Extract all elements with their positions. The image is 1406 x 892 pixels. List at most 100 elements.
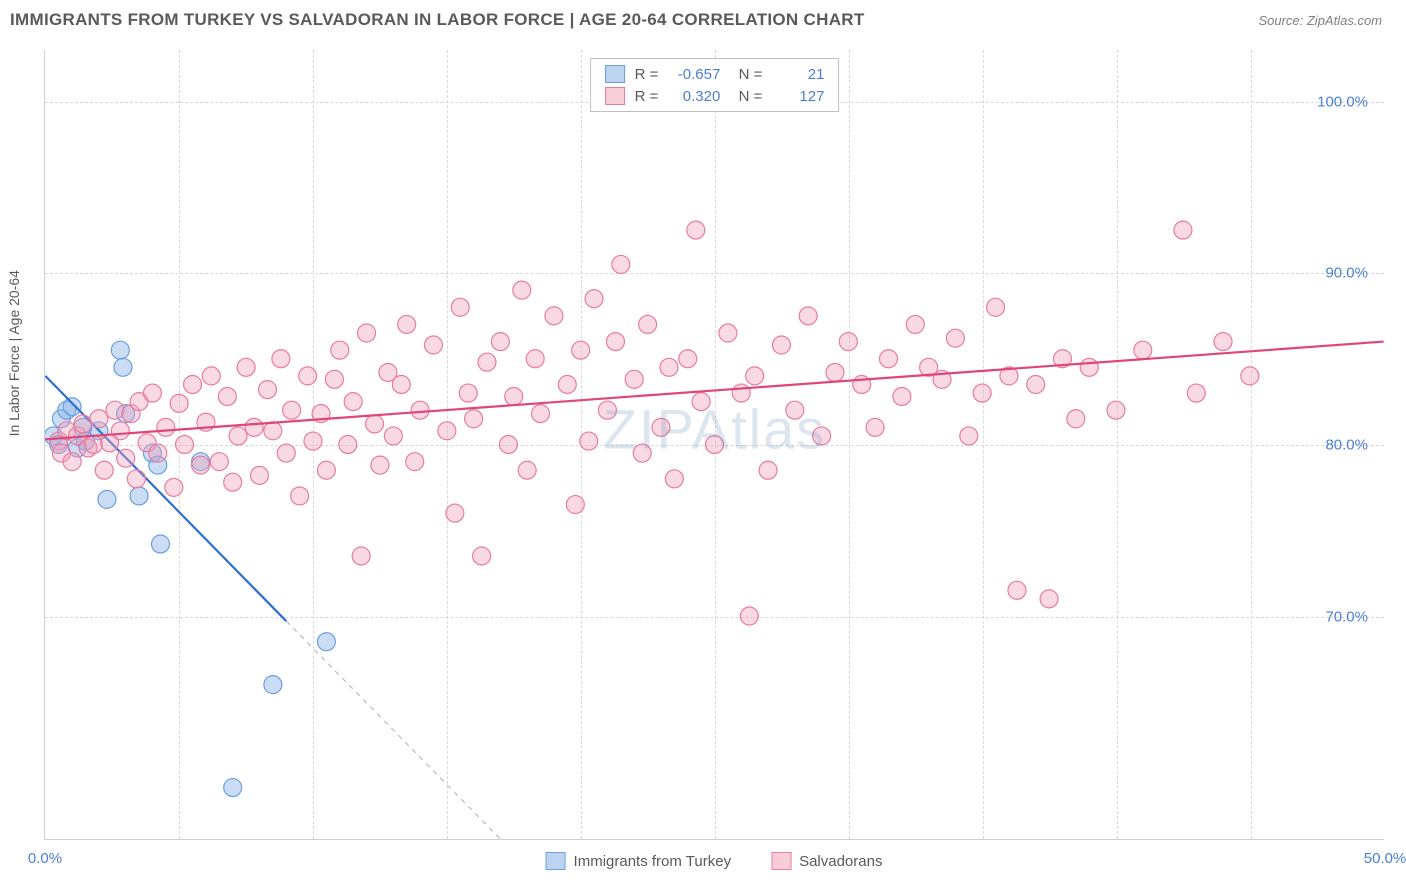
scatter-plot-svg [45, 50, 1384, 839]
data-point-salvadoran [106, 401, 124, 419]
data-point-turkey [317, 633, 335, 651]
data-point-salvadoran [518, 461, 536, 479]
data-point-salvadoran [127, 470, 145, 488]
data-point-salvadoran [74, 415, 92, 433]
data-point-salvadoran [893, 387, 911, 405]
data-point-salvadoran [277, 444, 295, 462]
data-point-salvadoran [406, 453, 424, 471]
data-point-salvadoran [633, 444, 651, 462]
data-point-salvadoran [946, 329, 964, 347]
data-point-salvadoran [478, 353, 496, 371]
data-point-salvadoran [331, 341, 349, 359]
chart-container: In Labor Force | Age 20-64 ZIPAtlas R = … [44, 50, 1384, 840]
data-point-salvadoran [371, 456, 389, 474]
swatch-turkey-bottom [546, 852, 566, 870]
data-point-salvadoran [392, 375, 410, 393]
data-point-salvadoran [505, 387, 523, 405]
data-point-turkey [63, 398, 81, 416]
data-point-salvadoran [566, 496, 584, 514]
data-point-turkey [130, 487, 148, 505]
stats-legend: R = -0.657 N = 21 R = 0.320 N = 127 [590, 58, 840, 112]
data-point-turkey [98, 490, 116, 508]
data-point-turkey [114, 358, 132, 376]
data-point-salvadoran [679, 350, 697, 368]
data-point-salvadoran [813, 427, 831, 445]
data-point-salvadoran [1214, 333, 1232, 351]
swatch-salvadoran [605, 87, 625, 105]
data-point-salvadoran [786, 401, 804, 419]
data-point-salvadoran [229, 427, 247, 445]
stats-row-salvadoran: R = 0.320 N = 127 [591, 85, 839, 107]
data-point-salvadoran [1134, 341, 1152, 359]
data-point-salvadoran [176, 436, 194, 454]
data-point-salvadoran [706, 436, 724, 454]
data-point-salvadoran [325, 370, 343, 388]
data-point-salvadoran [317, 461, 335, 479]
n-value-turkey: 21 [772, 66, 824, 83]
data-point-salvadoran [459, 384, 477, 402]
data-point-salvadoran [149, 444, 167, 462]
data-point-salvadoran [1067, 410, 1085, 428]
data-point-salvadoran [1008, 581, 1026, 599]
swatch-turkey [605, 65, 625, 83]
data-point-salvadoran [117, 449, 135, 467]
regression-line-turkey [45, 376, 286, 621]
data-point-salvadoran [839, 333, 857, 351]
data-point-salvadoran [184, 375, 202, 393]
data-point-salvadoran [411, 401, 429, 419]
data-point-salvadoran [143, 384, 161, 402]
data-point-salvadoran [580, 432, 598, 450]
data-point-salvadoran [218, 387, 236, 405]
data-point-salvadoran [224, 473, 242, 491]
data-point-salvadoran [1080, 358, 1098, 376]
regression-line-dashed-turkey [286, 621, 500, 839]
data-point-salvadoran [491, 333, 509, 351]
data-point-salvadoran [652, 418, 670, 436]
data-point-salvadoran [90, 410, 108, 428]
data-point-salvadoran [202, 367, 220, 385]
data-point-turkey [151, 535, 169, 553]
data-point-salvadoran [866, 418, 884, 436]
data-point-salvadoran [1107, 401, 1125, 419]
data-point-salvadoran [111, 422, 129, 440]
data-point-salvadoran [987, 298, 1005, 316]
data-point-salvadoran [192, 456, 210, 474]
data-point-salvadoran [291, 487, 309, 505]
plot-area: ZIPAtlas R = -0.657 N = 21 R = 0.320 N =… [44, 50, 1384, 840]
data-point-salvadoran [339, 436, 357, 454]
data-point-salvadoran [906, 315, 924, 333]
data-point-salvadoran [165, 478, 183, 496]
bottom-legend: Immigrants from Turkey Salvadorans [546, 852, 883, 870]
data-point-salvadoran [732, 384, 750, 402]
data-point-salvadoran [465, 410, 483, 428]
data-point-salvadoran [1241, 367, 1259, 385]
data-point-salvadoran [272, 350, 290, 368]
data-point-salvadoran [1187, 384, 1205, 402]
r-value-turkey: -0.657 [668, 66, 720, 83]
x-tick-label: 0.0% [28, 850, 62, 867]
data-point-salvadoran [237, 358, 255, 376]
data-point-turkey [111, 341, 129, 359]
data-point-salvadoran [879, 350, 897, 368]
data-point-salvadoran [304, 432, 322, 450]
data-point-salvadoran [352, 547, 370, 565]
r-label: R = [635, 88, 659, 105]
data-point-salvadoran [344, 393, 362, 411]
data-point-salvadoran [660, 358, 678, 376]
data-point-salvadoran [499, 436, 517, 454]
data-point-salvadoran [366, 415, 384, 433]
data-point-salvadoran [826, 363, 844, 381]
data-point-salvadoran [558, 375, 576, 393]
legend-item-salvadoran: Salvadorans [771, 852, 882, 870]
data-point-salvadoran [63, 453, 81, 471]
data-point-salvadoran [283, 401, 301, 419]
data-point-salvadoran [545, 307, 563, 325]
data-point-salvadoran [451, 298, 469, 316]
data-point-turkey [224, 779, 242, 797]
swatch-salvadoran-bottom [771, 852, 791, 870]
x-tick-label: 50.0% [1364, 850, 1406, 867]
data-point-salvadoran [398, 315, 416, 333]
data-point-salvadoran [598, 401, 616, 419]
data-point-salvadoran [687, 221, 705, 239]
data-point-salvadoran [513, 281, 531, 299]
